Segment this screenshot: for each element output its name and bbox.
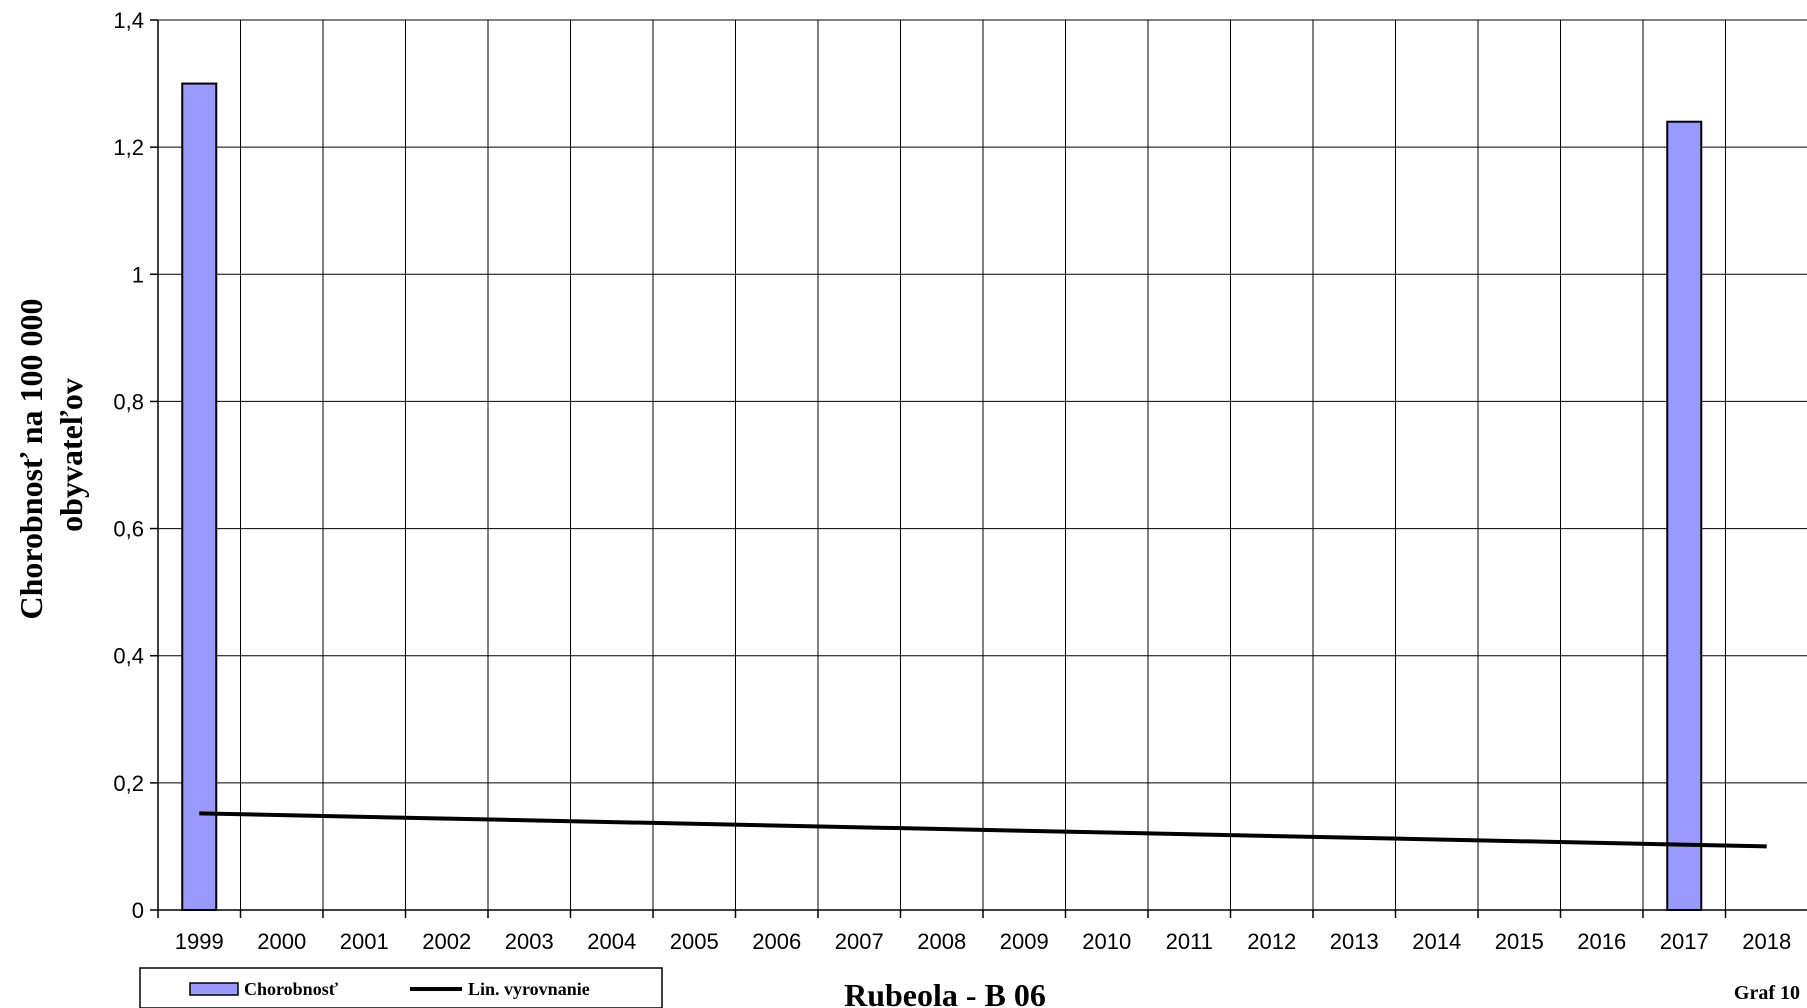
- legend-label-bar: Chorobnosť: [244, 979, 339, 999]
- trend-line-group: [199, 811, 1767, 849]
- y-axis-label-line1: Chorobnosť na 100 000: [13, 298, 49, 619]
- x-tick-label: 2011: [1166, 929, 1213, 954]
- y-axis-label: Chorobnosť na 100 000 obyvateľov: [13, 290, 89, 619]
- chart-title: Rubeola - B 06: [844, 977, 1046, 1008]
- x-tick-label: 2014: [1412, 929, 1461, 954]
- x-tick-label: 2008: [917, 929, 966, 954]
- bars: [181, 82, 1703, 912]
- y-tick-label: 1: [132, 262, 144, 287]
- y-axis-label-line2: obyvateľov: [53, 378, 89, 532]
- x-tick-labels: 1999 2000 2001 2002 2003 2004 2005 2006 2007 2008…: [175, 929, 1791, 954]
- x-tick-label: 2013: [1330, 929, 1379, 954]
- x-tick-label: 2000: [257, 929, 306, 954]
- y-tick-label: 1,2: [113, 135, 144, 160]
- legend-swatch-bar: [189, 982, 239, 996]
- x-tick-label: 2016: [1577, 929, 1626, 954]
- x-tick-label: 2010: [1082, 929, 1131, 954]
- x-tick-label: 2012: [1247, 929, 1296, 954]
- trend-line: [199, 811, 1767, 849]
- x-tick-label: 2006: [752, 929, 801, 954]
- x-tick-label: 2003: [505, 929, 554, 954]
- x-tick-label: 2007: [835, 929, 884, 954]
- x-tick-label: 2009: [1000, 929, 1049, 954]
- grid: [158, 19, 1807, 911]
- figure-label: Graf 10: [1734, 982, 1800, 1004]
- x-tick-label: 2004: [587, 929, 636, 954]
- bar: [181, 82, 218, 912]
- x-tick-label: 2001: [340, 929, 389, 954]
- y-tick-label: 0,6: [113, 517, 144, 542]
- y-tick-label: 0,4: [113, 644, 144, 669]
- x-tick-label: 2015: [1495, 929, 1544, 954]
- y-tick-label: 0,2: [113, 771, 144, 796]
- y-tick-label: 0: [132, 898, 144, 923]
- legend-label-line: Lin. vyrovnanie: [468, 979, 590, 999]
- y-tick-labels: 0 0,2 0,4 0,6 0,8 1 1,2 1,4: [113, 8, 144, 923]
- x-tick-label: 2005: [670, 929, 719, 954]
- x-tick-label: 2017: [1660, 929, 1709, 954]
- x-tick-label: 1999: [175, 929, 224, 954]
- y-tick-label: 1,4: [113, 8, 144, 33]
- legend: Chorobnosť Lin. vyrovnanie: [139, 967, 663, 1008]
- bar: [1666, 120, 1703, 911]
- y-tick-label: 0,8: [113, 389, 144, 414]
- axes: [150, 19, 1807, 918]
- x-tick-label: 2018: [1742, 929, 1791, 954]
- x-tick-label: 2002: [422, 929, 471, 954]
